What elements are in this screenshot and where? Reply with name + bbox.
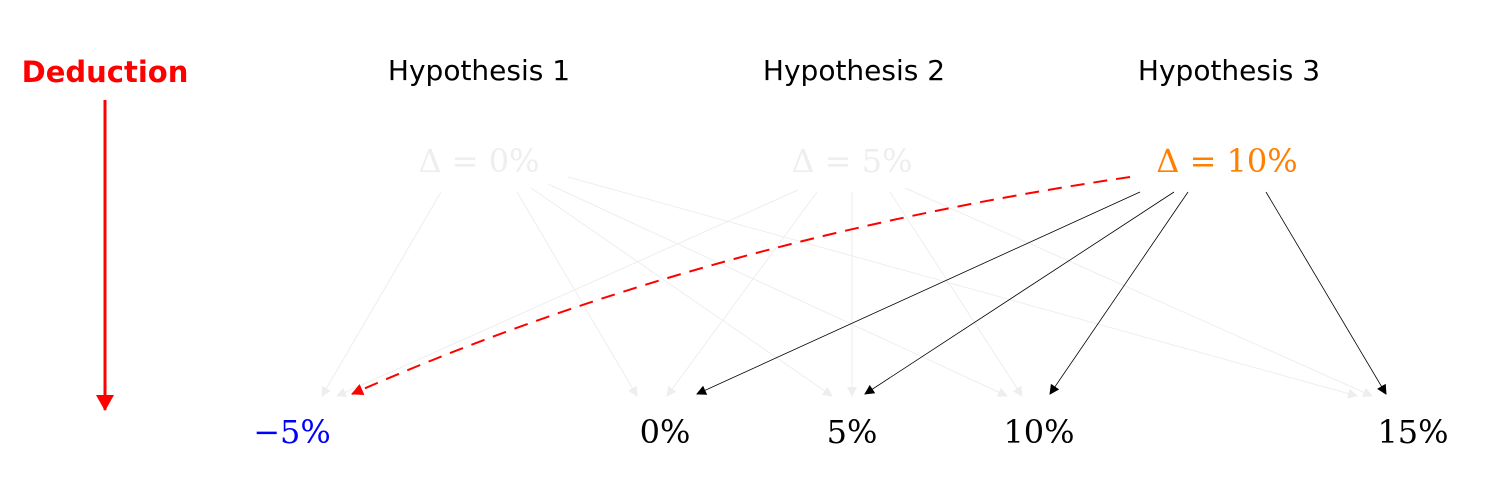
edge-h2-o5 — [904, 187, 1373, 397]
hypothesis-2-formula: Δ = 5% — [791, 142, 912, 180]
edge-h1-o5 — [567, 176, 1358, 399]
outcome-10: 10% — [1003, 413, 1074, 451]
outcome-0: 0% — [640, 413, 691, 451]
hypothesis-2-title: Hypothesis 2 — [763, 54, 945, 87]
edge-h1-o3 — [530, 187, 833, 397]
outcome-5: 5% — [827, 413, 878, 451]
hypothesis-1-formula: Δ = 0% — [418, 142, 539, 180]
edge-h3-o3 — [864, 191, 1175, 395]
outcome-minus-5: −5% — [253, 413, 331, 451]
hypothesis-3-formula: Δ = 10% — [1156, 142, 1297, 180]
outcome-15: 15% — [1377, 413, 1448, 451]
edge-h3-o5 — [1265, 191, 1387, 395]
hypothesis-1-title: Hypothesis 1 — [388, 54, 570, 87]
edge-h3-o4 — [1049, 191, 1189, 395]
edge-h1-o1 — [321, 191, 442, 397]
edge-h3-o2 — [696, 191, 1141, 395]
hypothesis-3-title: Hypothesis 3 — [1138, 54, 1320, 87]
edge-h2-o2 — [666, 191, 818, 397]
edge-h2-o1 — [336, 189, 799, 397]
deduction-label: Deduction — [22, 55, 189, 89]
edges-group — [321, 176, 1387, 399]
edge-h1-o4 — [547, 183, 1008, 397]
edge-h1-o2 — [516, 191, 638, 397]
edge-h2-o4 — [889, 191, 1023, 397]
edge-h3-o1-dashed — [351, 176, 1131, 396]
